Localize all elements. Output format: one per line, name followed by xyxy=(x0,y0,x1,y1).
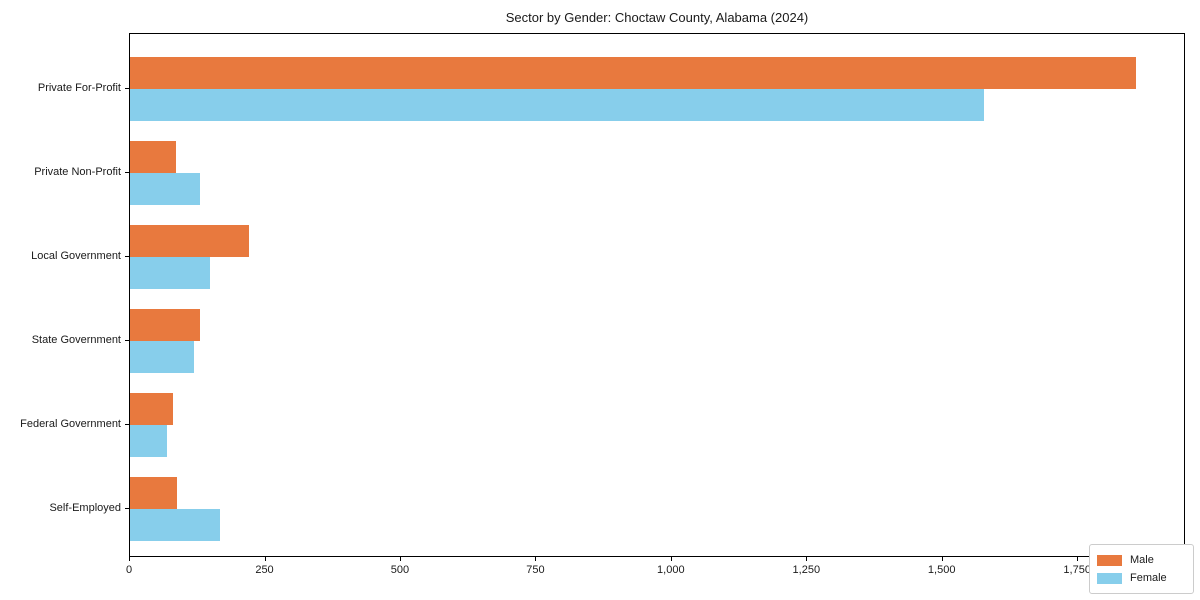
x-tick-mark xyxy=(941,557,943,561)
y-tick-label: Private Non-Profit xyxy=(34,166,121,178)
x-tick-label: 1,250 xyxy=(792,564,821,576)
bar-female-5 xyxy=(130,425,167,457)
legend-entry-male: Male xyxy=(1097,551,1185,569)
legend-label-female: Female xyxy=(1130,572,1167,584)
bar-male-2 xyxy=(130,141,177,173)
x-tick-mark xyxy=(535,557,537,561)
bar-female-6 xyxy=(130,509,220,541)
x-tick-label: 750 xyxy=(526,564,545,576)
x-tick-label: 1,750 xyxy=(1063,564,1091,576)
y-tick-label: Local Government xyxy=(31,250,121,262)
male-swatch-icon xyxy=(1097,554,1122,566)
bar-male-1 xyxy=(130,57,1136,89)
y-tick-mark xyxy=(125,88,129,89)
x-tick-label: 1,500 xyxy=(927,564,956,576)
bar-male-5 xyxy=(130,393,173,425)
x-tick-mark xyxy=(1077,557,1079,561)
y-tick-mark xyxy=(125,508,129,509)
bar-female-4 xyxy=(130,341,194,373)
x-tick-mark xyxy=(129,557,130,561)
x-tick-label: 0 xyxy=(125,564,133,576)
y-tick-label: Private For-Profit xyxy=(37,82,121,94)
plot-area xyxy=(129,33,1185,557)
y-tick-mark xyxy=(125,424,129,425)
bar-female-1 xyxy=(130,89,985,121)
x-tick-mark xyxy=(806,557,808,561)
y-tick-label: Federal Government xyxy=(20,418,121,430)
legend-entry-female: Female xyxy=(1097,569,1185,587)
female-swatch-icon xyxy=(1097,572,1122,584)
x-tick-label: 1,000 xyxy=(657,564,685,576)
y-tick-mark xyxy=(125,172,129,173)
y-tick-label: Self-Employed xyxy=(49,502,121,514)
bar-female-2 xyxy=(130,173,201,205)
y-tick-mark xyxy=(125,256,129,257)
x-tick-mark xyxy=(264,557,266,561)
x-tick-mark xyxy=(670,557,672,561)
chart-title: Sector by Gender: Choctaw County, Alabam… xyxy=(505,10,809,25)
bar-male-3 xyxy=(130,225,250,257)
x-tick-label: 250 xyxy=(255,564,274,576)
bar-male-6 xyxy=(130,477,177,509)
x-tick-label: 500 xyxy=(390,564,410,576)
y-tick-label: State Government xyxy=(31,334,121,346)
y-tick-mark xyxy=(125,340,129,341)
x-tick-mark xyxy=(399,557,401,561)
legend-label-male: Male xyxy=(1130,554,1154,566)
bar-male-4 xyxy=(130,309,200,341)
bar-female-3 xyxy=(130,257,210,289)
legend: Male Female xyxy=(1089,544,1194,594)
